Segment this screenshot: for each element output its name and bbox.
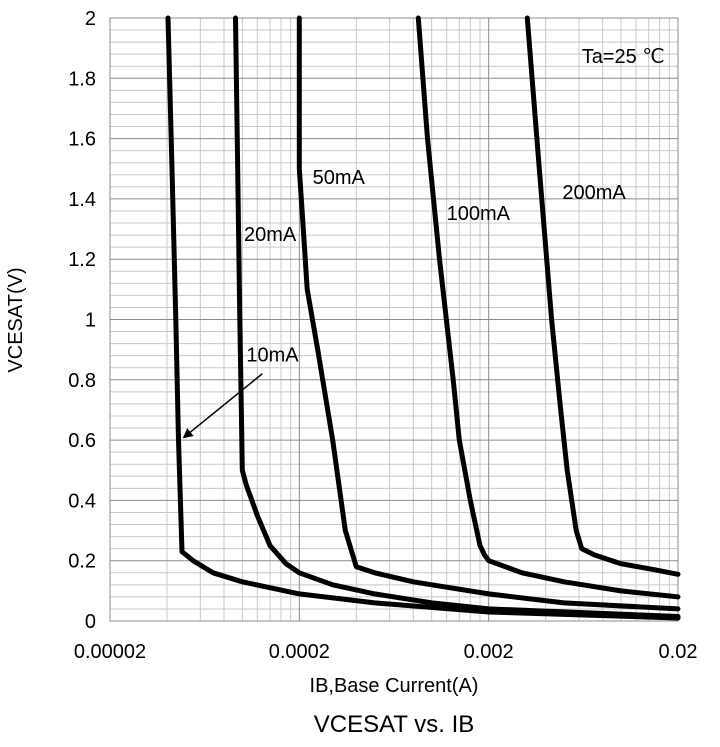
series-line-10mA: [165, 15, 681, 621]
annotation-label: Ta=25 ℃: [582, 46, 665, 68]
annotation-label: 20mA: [244, 224, 297, 246]
grid: [109, 17, 679, 622]
annotation-label: 200mA: [562, 182, 626, 204]
series-line-100mA: [415, 15, 681, 600]
y-tick-label: 0.4: [68, 490, 96, 512]
x-tick-label: 0.00002: [74, 641, 146, 663]
annotation-label: 100mA: [447, 203, 511, 225]
x-tick-label: 0.0002: [269, 641, 330, 663]
y-tick-label: 0: [85, 611, 96, 633]
series-line-50mA: [296, 15, 681, 612]
y-tick-label: 1.2: [68, 249, 96, 271]
y-tick-label: 1.8: [68, 68, 96, 90]
y-tick-label: 0.6: [68, 430, 96, 452]
y-axis-title: VCESAT(V): [5, 267, 27, 372]
chart-title: VCESAT vs. IB: [314, 711, 475, 738]
series-line-20mA: [233, 15, 681, 619]
annotations: Ta=25 ℃ 10mA 20mA 50mA 100mA 200mA: [182, 46, 665, 439]
y-tick-label: 1.4: [68, 189, 96, 211]
y-tick-label: 0.8: [68, 370, 96, 392]
y-tick-label: 0.2: [68, 551, 96, 573]
x-axis-title: IB,Base Current(A): [310, 675, 479, 697]
y-tick-label: 1.6: [68, 129, 96, 151]
curves: [165, 15, 681, 621]
y-tick-label: 1: [85, 310, 96, 332]
tick-labels: 0 0.2 0.4 0.6 0.8 1 1.2 1.4 1.6 1.8 2 0.00002 0.0002…: [68, 8, 697, 663]
y-tick-label: 2: [85, 8, 96, 30]
series-line-200mA: [524, 15, 681, 577]
plot-frame: [109, 17, 679, 622]
x-tick-label: 0.002: [464, 641, 514, 663]
x-tick-label: 0.02: [659, 641, 698, 663]
annotation-arrow: [182, 373, 263, 439]
annotation-label: 10mA: [246, 345, 299, 367]
annotation-label: 50mA: [313, 167, 366, 189]
